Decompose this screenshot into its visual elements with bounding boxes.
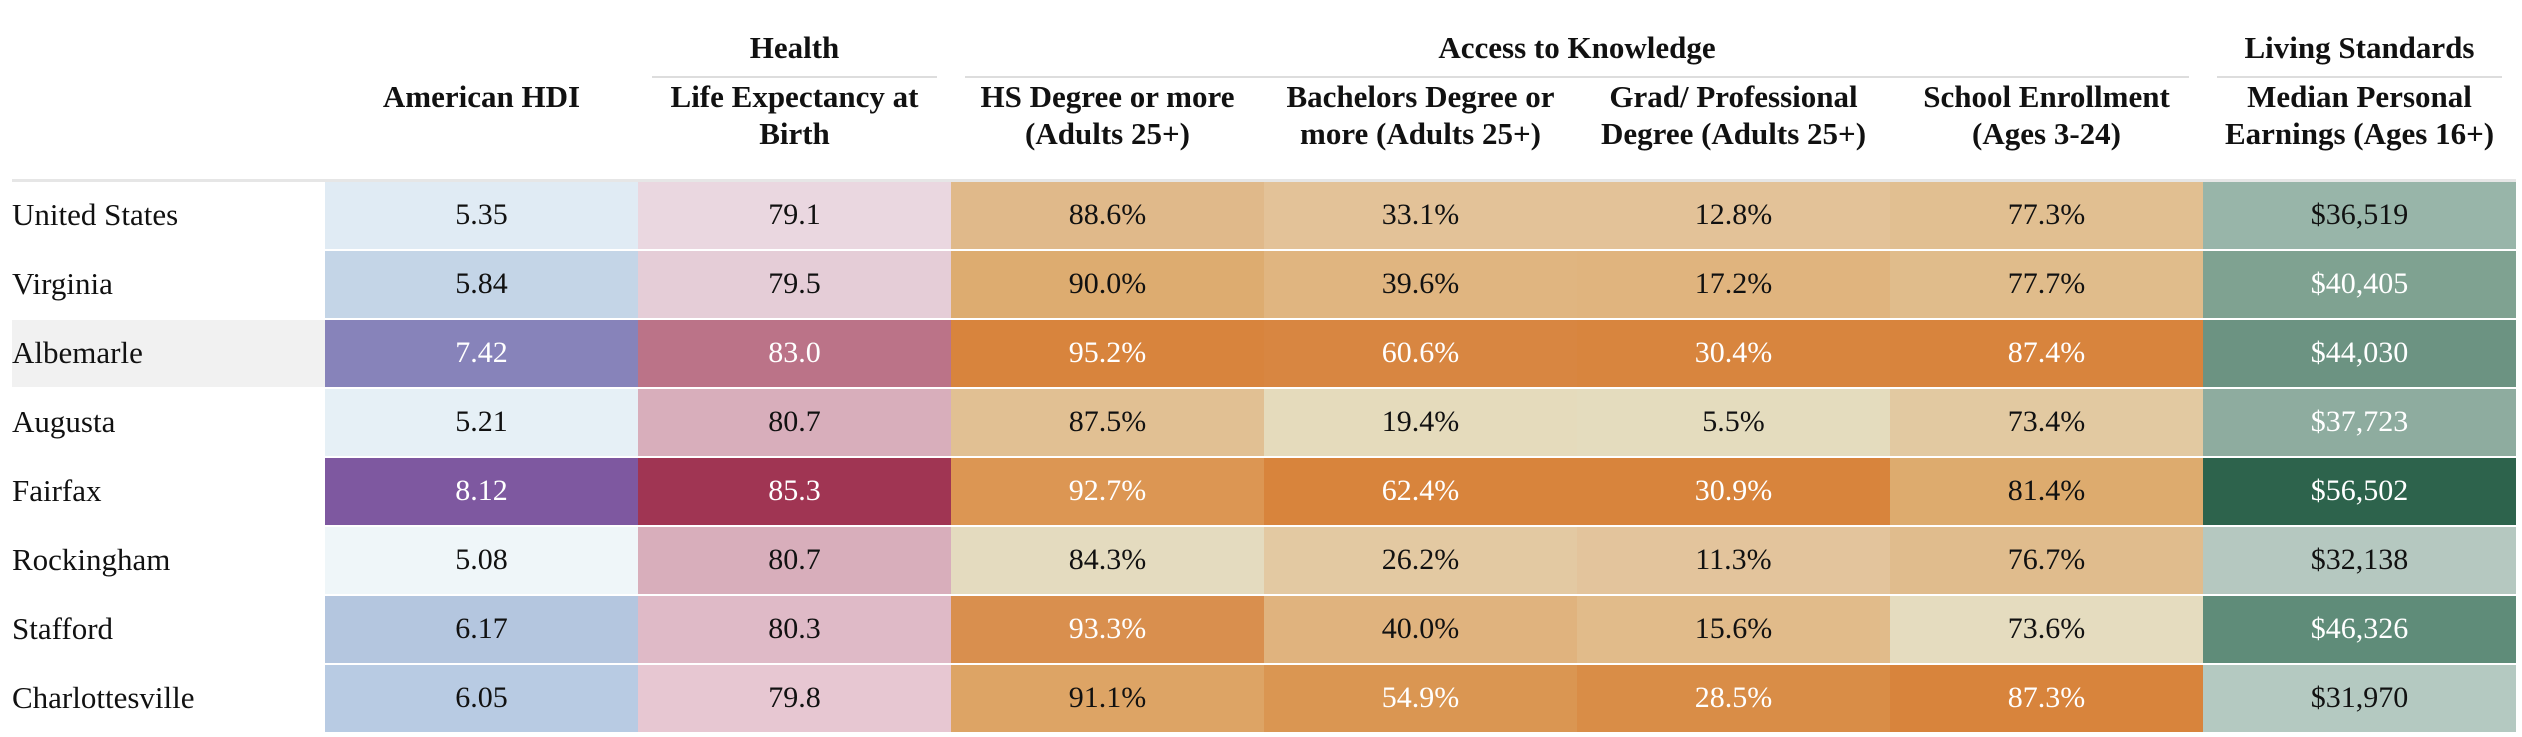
row-label: Augusta bbox=[12, 387, 325, 458]
cell-hs-degree: 84.3% bbox=[951, 525, 1264, 596]
cell-hs-degree: 90.0% bbox=[951, 249, 1264, 320]
row-label: Rockingham bbox=[12, 525, 325, 596]
cell-school-enrollment: 87.3% bbox=[1890, 663, 2203, 734]
cell-life-expectancy: 83.0 bbox=[638, 318, 951, 389]
cell-american-hdi: 5.35 bbox=[325, 180, 638, 251]
cell-hs-degree: 91.1% bbox=[951, 663, 1264, 734]
cell-american-hdi: 5.84 bbox=[325, 249, 638, 320]
cell-hs-degree: 87.5% bbox=[951, 387, 1264, 458]
column-header-region bbox=[12, 78, 325, 182]
cell-life-expectancy: 80.7 bbox=[638, 387, 951, 458]
column-header-american-hdi: American HDI bbox=[325, 78, 638, 182]
cell-school-enrollment: 77.3% bbox=[1890, 180, 2203, 251]
cell-bachelors-degree: 26.2% bbox=[1264, 525, 1577, 596]
cell-median-earnings: $37,723 bbox=[2203, 387, 2516, 458]
cell-bachelors-degree: 39.6% bbox=[1264, 249, 1577, 320]
cell-school-enrollment: 76.7% bbox=[1890, 525, 2203, 596]
cell-life-expectancy: 79.1 bbox=[638, 180, 951, 251]
row-label: United States bbox=[12, 180, 325, 251]
hdi-table: Health Access to Knowledge Living Standa… bbox=[12, 0, 2516, 734]
cell-life-expectancy: 85.3 bbox=[638, 456, 951, 527]
cell-bachelors-degree: 33.1% bbox=[1264, 180, 1577, 251]
cell-american-hdi: 6.17 bbox=[325, 594, 638, 665]
cell-american-hdi: 7.42 bbox=[325, 318, 638, 389]
column-header-row: American HDI Life Expectancy at Birth HS… bbox=[12, 78, 2516, 182]
table-row: Augusta 5.21 80.7 87.5% 19.4% 5.5% 73.4% $37,72… bbox=[12, 387, 2516, 458]
cell-school-enrollment: 81.4% bbox=[1890, 456, 2203, 527]
table-row: Rockingham 5.08 80.7 84.3% 26.2% 11.3% 76.7% $3… bbox=[12, 525, 2516, 596]
group-header-living-standards: Living Standards bbox=[2203, 0, 2516, 78]
table-row: Fairfax 8.12 85.3 92.7% 62.4% 30.9% 81.4% $56,5… bbox=[12, 456, 2516, 527]
cell-grad-degree: 15.6% bbox=[1577, 594, 1890, 665]
cell-median-earnings: $40,405 bbox=[2203, 249, 2516, 320]
cell-life-expectancy: 80.3 bbox=[638, 594, 951, 665]
cell-bachelors-degree: 62.4% bbox=[1264, 456, 1577, 527]
column-header-school-enrollment: School Enrollment (Ages 3-24) bbox=[1890, 78, 2203, 182]
cell-school-enrollment: 73.6% bbox=[1890, 594, 2203, 665]
cell-american-hdi: 5.21 bbox=[325, 387, 638, 458]
group-header-row: Health Access to Knowledge Living Standa… bbox=[12, 0, 2516, 78]
cell-grad-degree: 5.5% bbox=[1577, 387, 1890, 458]
group-header-access-to-knowledge: Access to Knowledge bbox=[951, 0, 2203, 78]
row-label: Albemarle bbox=[12, 318, 325, 389]
cell-life-expectancy: 80.7 bbox=[638, 525, 951, 596]
cell-grad-degree: 12.8% bbox=[1577, 180, 1890, 251]
cell-school-enrollment: 73.4% bbox=[1890, 387, 2203, 458]
cell-grad-degree: 17.2% bbox=[1577, 249, 1890, 320]
table-body: United States 5.35 79.1 88.6% 33.1% 12.8% 77.3… bbox=[12, 180, 2516, 734]
cell-school-enrollment: 77.7% bbox=[1890, 249, 2203, 320]
column-header-median-earnings: Median Personal Earnings (Ages 16+) bbox=[2203, 78, 2516, 182]
table-row: Albemarle 7.42 83.0 95.2% 60.6% 30.4% 87.4% $44… bbox=[12, 318, 2516, 389]
cell-median-earnings: $44,030 bbox=[2203, 318, 2516, 389]
column-header-bachelors-degree: Bachelors Degree or more (Adults 25+) bbox=[1264, 78, 1577, 182]
row-label: Virginia bbox=[12, 249, 325, 320]
table-row: Stafford 6.17 80.3 93.3% 40.0% 15.6% 73.6% $46,… bbox=[12, 594, 2516, 665]
cell-median-earnings: $36,519 bbox=[2203, 180, 2516, 251]
column-header-life-expectancy: Life Expectancy at Birth bbox=[638, 78, 951, 182]
table-row: United States 5.35 79.1 88.6% 33.1% 12.8% 77.3… bbox=[12, 180, 2516, 251]
cell-bachelors-degree: 40.0% bbox=[1264, 594, 1577, 665]
cell-grad-degree: 28.5% bbox=[1577, 663, 1890, 734]
row-label: Stafford bbox=[12, 594, 325, 665]
column-header-grad-degree: Grad/ Professional Degree (Adults 25+) bbox=[1577, 78, 1890, 182]
group-header-health: Health bbox=[638, 0, 951, 78]
cell-grad-degree: 30.4% bbox=[1577, 318, 1890, 389]
cell-hs-degree: 95.2% bbox=[951, 318, 1264, 389]
row-label: Charlottesville bbox=[12, 663, 325, 734]
cell-grad-degree: 30.9% bbox=[1577, 456, 1890, 527]
group-header-blank bbox=[12, 0, 638, 78]
cell-median-earnings: $32,138 bbox=[2203, 525, 2516, 596]
cell-life-expectancy: 79.8 bbox=[638, 663, 951, 734]
cell-median-earnings: $56,502 bbox=[2203, 456, 2516, 527]
cell-grad-degree: 11.3% bbox=[1577, 525, 1890, 596]
table-row: Virginia 5.84 79.5 90.0% 39.6% 17.2% 77.7% $40,… bbox=[12, 249, 2516, 320]
cell-hs-degree: 93.3% bbox=[951, 594, 1264, 665]
column-header-hs-degree: HS Degree or more (Adults 25+) bbox=[951, 78, 1264, 182]
cell-bachelors-degree: 60.6% bbox=[1264, 318, 1577, 389]
cell-median-earnings: $46,326 bbox=[2203, 594, 2516, 665]
cell-bachelors-degree: 54.9% bbox=[1264, 663, 1577, 734]
cell-life-expectancy: 79.5 bbox=[638, 249, 951, 320]
row-label: Fairfax bbox=[12, 456, 325, 527]
cell-school-enrollment: 87.4% bbox=[1890, 318, 2203, 389]
cell-hs-degree: 92.7% bbox=[951, 456, 1264, 527]
cell-american-hdi: 6.05 bbox=[325, 663, 638, 734]
table-row: Charlottesville 6.05 79.8 91.1% 54.9% 28.5% 87… bbox=[12, 663, 2516, 734]
cell-median-earnings: $31,970 bbox=[2203, 663, 2516, 734]
cell-american-hdi: 8.12 bbox=[325, 456, 638, 527]
cell-hs-degree: 88.6% bbox=[951, 180, 1264, 251]
cell-american-hdi: 5.08 bbox=[325, 525, 638, 596]
cell-bachelors-degree: 19.4% bbox=[1264, 387, 1577, 458]
